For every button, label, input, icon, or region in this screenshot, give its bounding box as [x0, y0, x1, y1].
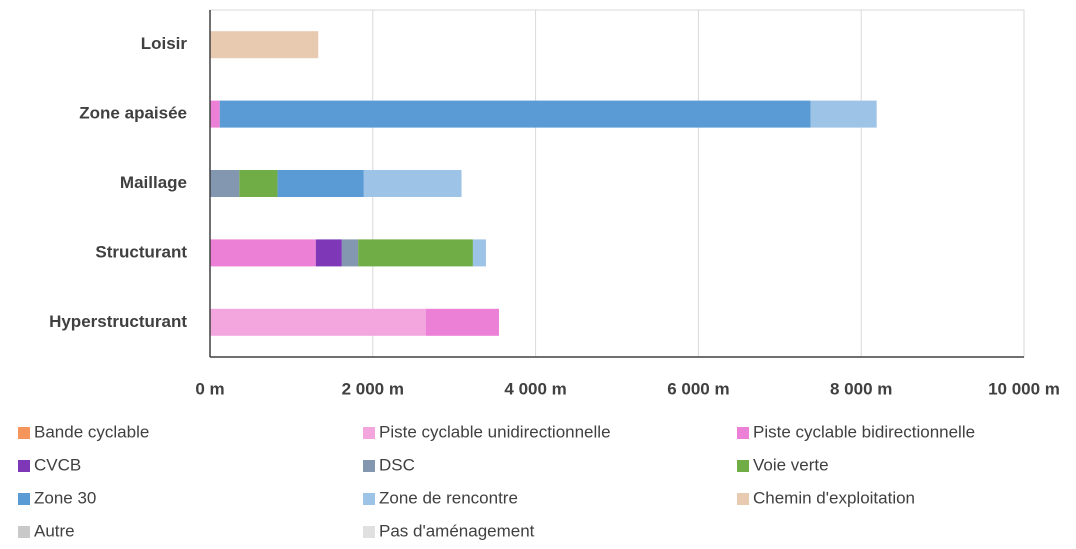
y-tick-label: Loisir — [141, 34, 188, 53]
bar-segment — [425, 308, 499, 336]
bar-segment — [810, 100, 877, 128]
legend-label: Zone 30 — [34, 488, 96, 507]
y-tick-label: Hyperstructurant — [49, 312, 187, 331]
bar-segment — [277, 170, 364, 197]
bar-segment — [210, 31, 319, 59]
x-tick-label: 4 000 m — [504, 379, 566, 398]
legend-label: Pas d'aménagement — [379, 521, 535, 540]
bar-segment — [210, 170, 240, 197]
legend-swatch — [363, 526, 375, 538]
legend-swatch — [737, 427, 749, 439]
legend-label: Zone de rencontre — [379, 488, 518, 507]
legend-swatch — [363, 427, 375, 439]
x-tick-label: 6 000 m — [667, 379, 729, 398]
legend-label: CVCB — [34, 455, 81, 474]
bar-segment — [315, 239, 342, 267]
x-tick-label: 0 m — [195, 379, 224, 398]
legend-swatch — [363, 460, 375, 472]
legend-label: DSC — [379, 455, 415, 474]
bar-segment — [341, 239, 359, 267]
bar-segment — [472, 239, 486, 267]
legend-swatch — [363, 493, 375, 505]
bar-segment — [210, 308, 426, 336]
x-tick-label: 2 000 m — [342, 379, 404, 398]
legend-label: Piste cyclable unidirectionnelle — [379, 422, 611, 441]
legend-swatch — [737, 460, 749, 472]
legend-label: Voie verte — [753, 455, 829, 474]
x-tick-label: 10 000 m — [988, 379, 1060, 398]
legend-swatch — [18, 526, 30, 538]
x-tick-label: 8 000 m — [830, 379, 892, 398]
legend-label: Bande cyclable — [34, 422, 149, 441]
bar-segment — [363, 170, 462, 197]
bar-segment — [210, 239, 316, 267]
bar-segment — [358, 239, 473, 267]
bar-segment — [219, 100, 811, 128]
legend-swatch — [18, 493, 30, 505]
legend-swatch — [18, 427, 30, 439]
legend-swatch — [18, 460, 30, 472]
y-tick-label: Structurant — [95, 242, 187, 261]
legend-label: Autre — [34, 521, 75, 540]
y-tick-label: Maillage — [120, 173, 187, 192]
bar-segment — [210, 100, 220, 128]
legend-label: Chemin d'exploitation — [753, 488, 915, 507]
y-tick-label: Zone apaisée — [79, 104, 187, 123]
legend-label: Piste cyclable bidirectionnelle — [753, 422, 975, 441]
bar-segment — [239, 170, 278, 197]
legend-swatch — [737, 493, 749, 505]
